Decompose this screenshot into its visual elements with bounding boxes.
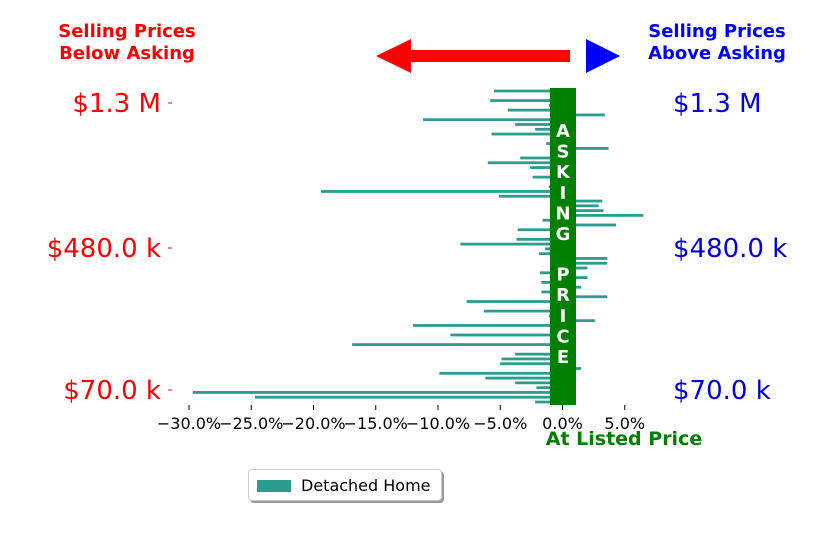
- bar: [517, 228, 563, 232]
- bar: [535, 127, 563, 131]
- bar: [515, 352, 563, 356]
- x-tick-label: −25.0%: [219, 414, 283, 433]
- bar: [532, 175, 563, 179]
- x-tick-label: 5.0%: [604, 414, 645, 433]
- bar: [562, 261, 608, 265]
- legend-swatch: [257, 480, 291, 492]
- bar: [499, 194, 563, 198]
- band-letter: E: [557, 347, 569, 368]
- bar: [562, 257, 608, 260]
- band-letter: P: [556, 265, 569, 286]
- bar: [562, 147, 609, 150]
- bar: [562, 113, 605, 117]
- x-tick-label: −30.0%: [157, 414, 221, 433]
- bar: [192, 391, 563, 394]
- y-right-label: $1.3 M: [673, 89, 762, 119]
- band-letter: K: [556, 162, 571, 183]
- band-letter: G: [556, 224, 571, 245]
- bar: [491, 132, 563, 136]
- bar: [562, 295, 608, 299]
- bar: [535, 400, 563, 404]
- bar: [562, 223, 617, 227]
- bar: [530, 166, 563, 169]
- bar: [439, 371, 563, 375]
- bar: [515, 381, 563, 385]
- header-above-asking: Selling Prices Above Asking: [617, 21, 817, 65]
- y-right-label: $70.0 k: [673, 376, 771, 406]
- band-letter: I: [560, 183, 567, 204]
- bar: [516, 237, 563, 241]
- header-above-line2: Above Asking: [648, 43, 786, 64]
- band-letter: I: [560, 306, 567, 327]
- y-right-labels: $1.3 M $480.0 k $70.0 k: [673, 89, 787, 406]
- header-below-line2: Below Asking: [59, 43, 195, 64]
- y-left-labels: $1.3 M $480.0 k $70.0 k: [47, 89, 172, 406]
- bar: [562, 204, 599, 208]
- bar: [562, 319, 595, 323]
- y-right-label: $480.0 k: [673, 234, 787, 264]
- band-letter: R: [556, 285, 570, 306]
- bar: [484, 309, 563, 313]
- bar: [460, 242, 563, 246]
- bar: [536, 386, 563, 390]
- bar: [413, 324, 563, 327]
- bar: [494, 89, 563, 93]
- bar: [507, 108, 563, 112]
- x-axis-label: At Listed Price: [546, 428, 702, 450]
- bar: [352, 343, 563, 346]
- band-letter: S: [557, 142, 570, 163]
- y-left-label: $1.3 M: [72, 89, 161, 119]
- band-letter: A: [556, 121, 570, 142]
- asking-price-band: [550, 88, 576, 405]
- arrow-right-icon: [586, 39, 620, 73]
- bar: [520, 156, 563, 160]
- bar: [501, 357, 563, 361]
- band-letter: N: [555, 203, 570, 224]
- header-above-line1: Selling Prices: [648, 21, 786, 42]
- header-below-line1: Selling Prices: [58, 21, 196, 42]
- x-tick-label: −5.0%: [473, 414, 527, 433]
- bar: [450, 333, 563, 337]
- legend: Detached Home: [248, 469, 442, 501]
- bar: [515, 123, 563, 126]
- y-left-label: $480.0 k: [47, 234, 161, 264]
- bar: [466, 300, 563, 303]
- x-tick-label: −10.0%: [406, 414, 470, 433]
- band-letter: C: [556, 326, 569, 347]
- bar: [500, 362, 563, 366]
- arrow-left-icon: [376, 39, 570, 73]
- bar: [485, 376, 563, 380]
- bar: [562, 209, 604, 213]
- x-axis-ticks: −30.0%−25.0%−20.0%−15.0%−10.0% −5.0% 0.0% 5…: [157, 405, 645, 433]
- bar: [254, 395, 563, 399]
- bar: [490, 99, 563, 102]
- x-tick-label: 0.0%: [542, 414, 583, 433]
- legend-label: Detached Home: [301, 476, 431, 495]
- x-tick-label: −15.0%: [344, 414, 408, 433]
- bar: [320, 190, 563, 193]
- header-below-asking: Selling Prices Below Asking: [27, 21, 227, 65]
- bar: [562, 199, 603, 203]
- x-tick-label: −20.0%: [281, 414, 345, 433]
- y-left-label: $70.0 k: [63, 376, 161, 406]
- bar: [562, 214, 644, 217]
- bar: [423, 118, 563, 122]
- bar: [487, 161, 563, 165]
